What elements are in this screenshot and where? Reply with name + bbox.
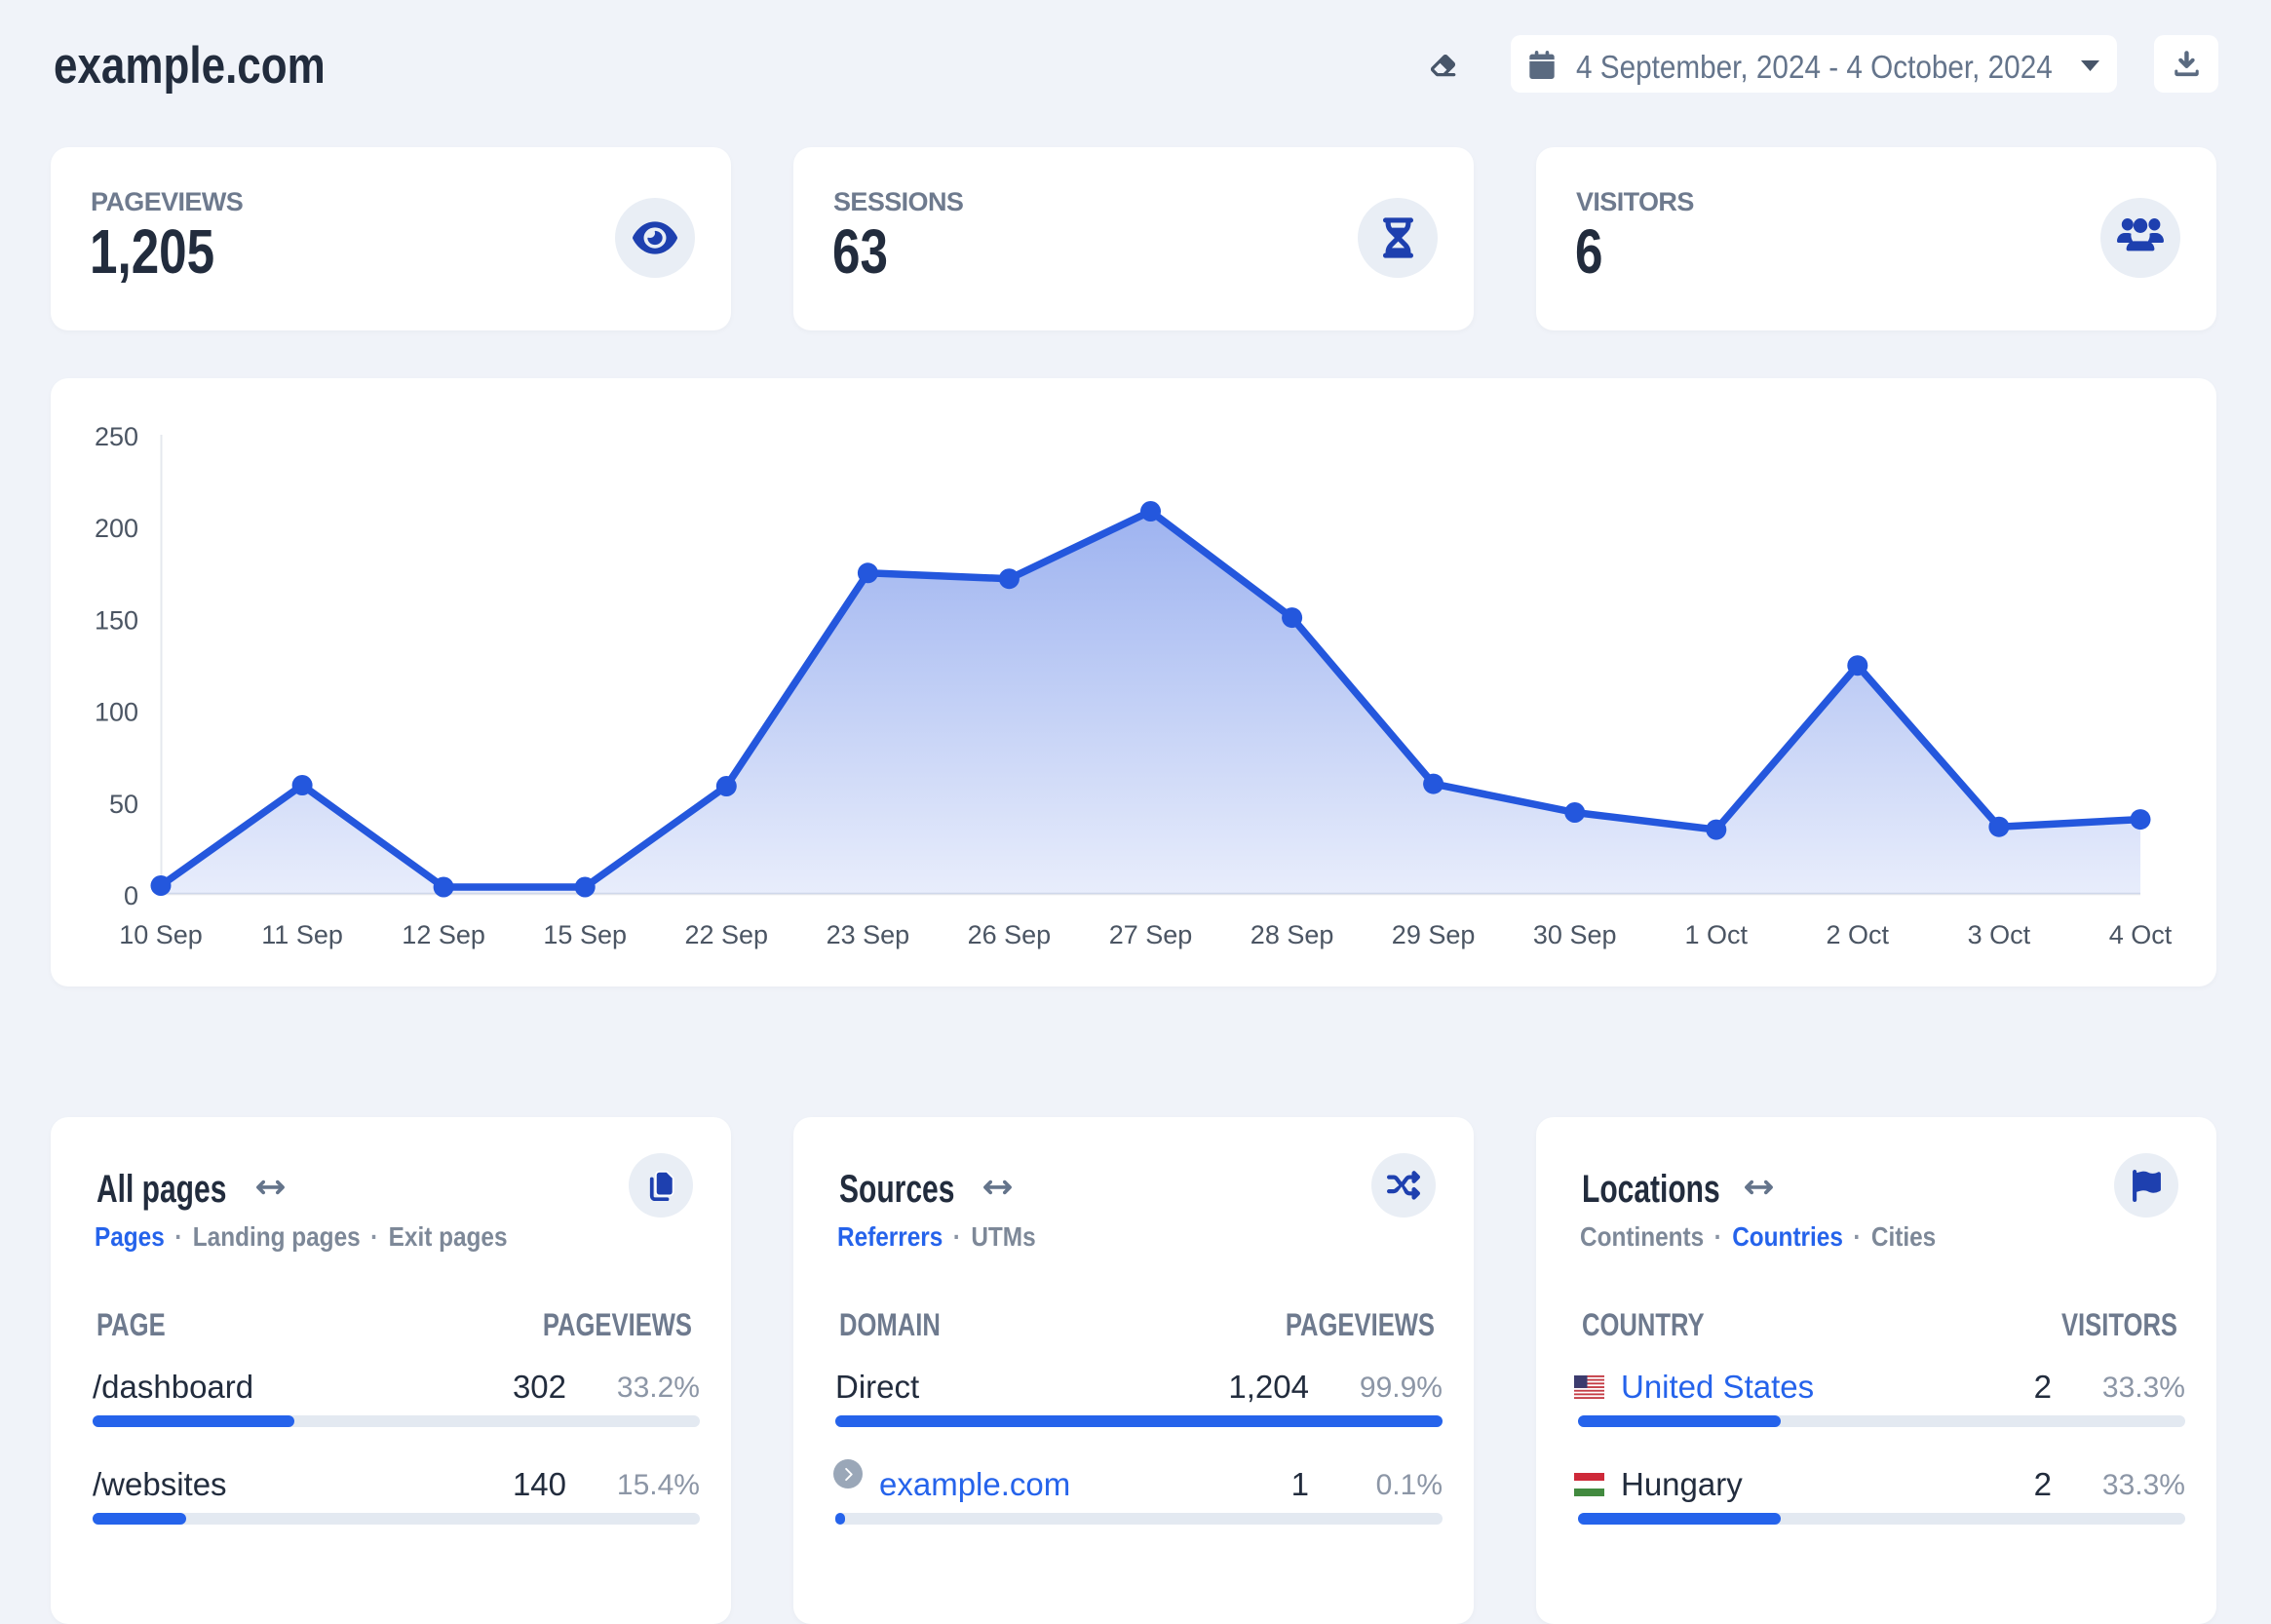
svg-text:30 Sep: 30 Sep [1533,920,1617,949]
svg-text:3 Oct: 3 Oct [1968,920,2031,949]
svg-text:250: 250 [95,422,138,451]
svg-text:1 Oct: 1 Oct [1685,920,1749,949]
svg-text:150: 150 [95,605,138,635]
svg-text:15 Sep: 15 Sep [543,920,627,949]
svg-text:27 Sep: 27 Sep [1109,920,1193,949]
svg-text:22 Sep: 22 Sep [685,920,769,949]
svg-text:50: 50 [109,790,138,819]
svg-text:26 Sep: 26 Sep [968,920,1052,949]
svg-text:28 Sep: 28 Sep [1251,920,1334,949]
svg-text:100: 100 [95,698,138,727]
svg-text:12 Sep: 12 Sep [402,920,485,949]
svg-text:29 Sep: 29 Sep [1392,920,1476,949]
svg-text:11 Sep: 11 Sep [261,920,343,949]
svg-text:10 Sep: 10 Sep [119,920,203,949]
svg-text:200: 200 [95,514,138,543]
svg-text:4 Oct: 4 Oct [2109,920,2173,949]
svg-text:23 Sep: 23 Sep [827,920,910,949]
svg-text:0: 0 [124,881,138,910]
svg-text:2 Oct: 2 Oct [1827,920,1890,949]
